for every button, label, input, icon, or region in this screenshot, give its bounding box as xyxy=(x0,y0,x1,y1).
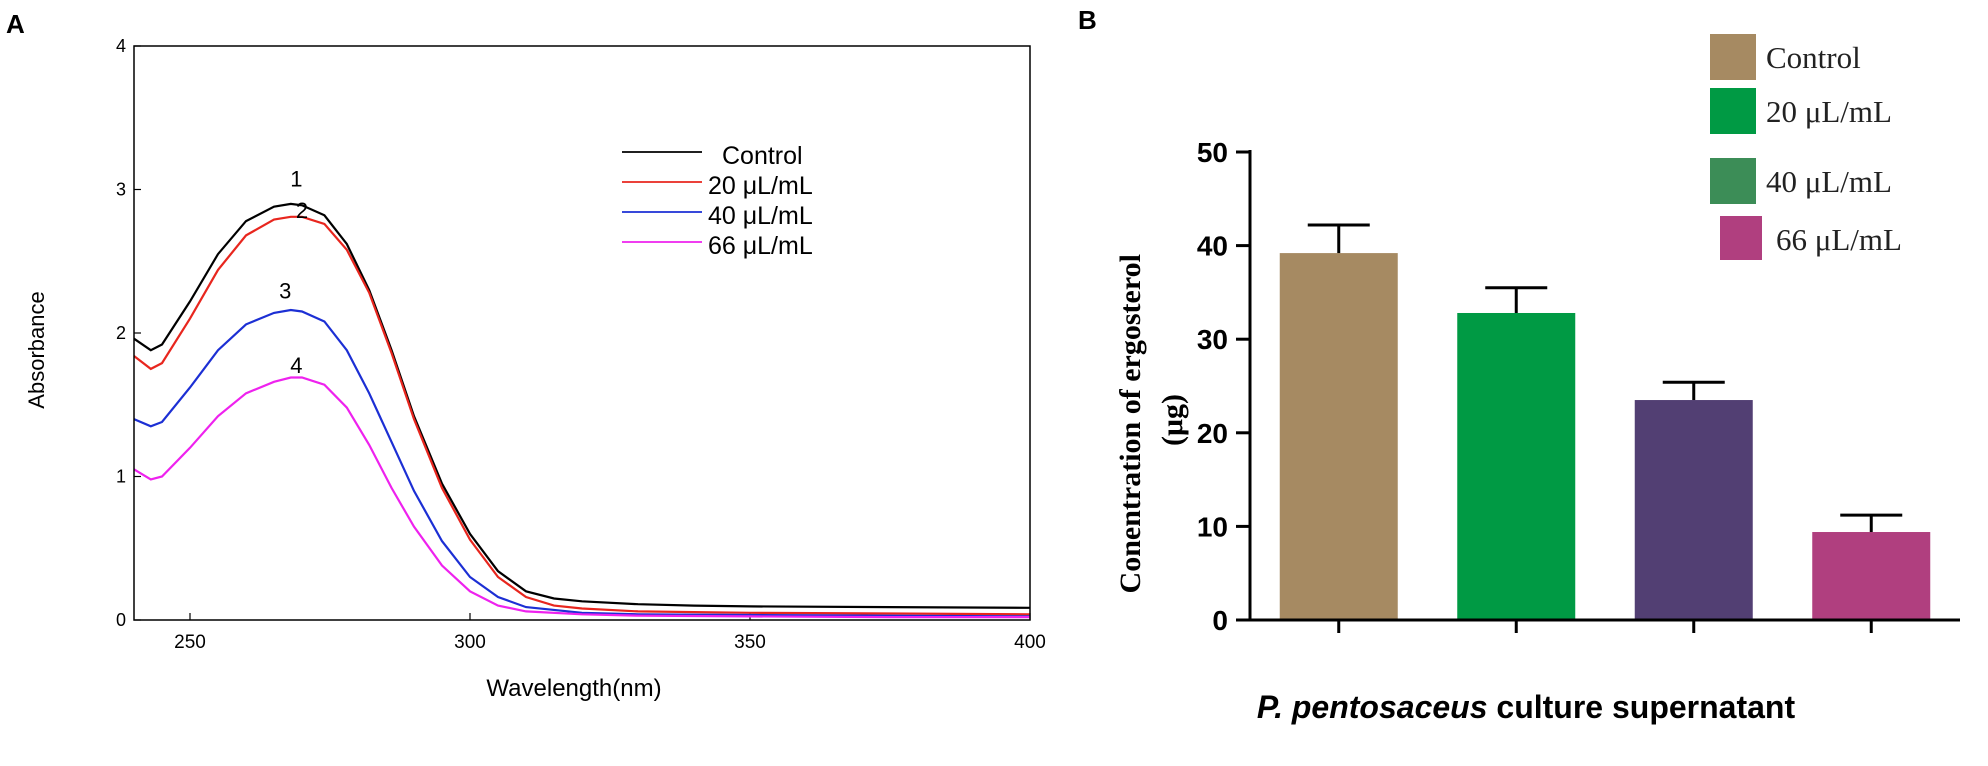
a-series-line-2 xyxy=(133,215,1031,616)
b-legend-label-2: 20 μL/mL xyxy=(1766,94,1892,129)
a-x-axis-ticks: 250 300 350 400 xyxy=(174,613,1046,653)
a-y-axis-ticks: 0 1 2 3 4 xyxy=(116,36,141,630)
a-series-line-4 xyxy=(133,376,1030,619)
a-series-line-3 xyxy=(133,308,1031,618)
b-bar-3 xyxy=(1634,400,1753,620)
a-legend-label-2: 20 μL/mL xyxy=(708,172,813,200)
b-legend: Control 20 μL/mL 40 μL/mL 66 μL/mL xyxy=(1710,34,1902,260)
b-x-axis-title-species: P. pentosaceus xyxy=(1257,689,1488,725)
b-legend-swatch-2 xyxy=(1710,88,1756,134)
b-y-tick-label-2: 20 xyxy=(1197,418,1228,449)
a-peak-labels: 1 2 3 4 xyxy=(279,167,308,379)
a-legend-label-4: 66 μL/mL xyxy=(708,232,813,260)
a-series-lines xyxy=(133,202,1031,619)
panel-a-label: A xyxy=(6,9,25,39)
a-x-tick-label-3: 400 xyxy=(1014,632,1046,653)
b-y-tick-label-1: 10 xyxy=(1197,511,1228,542)
a-y-tick-label-2: 2 xyxy=(116,323,126,343)
a-legend-label-3: 40 μL/mL xyxy=(708,202,813,230)
a-plot-frame xyxy=(133,45,1031,621)
a-x-tick-label-0: 250 xyxy=(174,632,206,653)
b-legend-label-4: 66 μL/mL xyxy=(1776,222,1902,257)
a-peak-label-4: 4 xyxy=(290,353,302,378)
a-y-tick-label-1: 1 xyxy=(116,467,126,487)
a-y-tick-label-3: 3 xyxy=(116,180,126,200)
b-y-axis-title-line2: (μg) xyxy=(1156,394,1189,446)
b-legend-swatch-4 xyxy=(1720,216,1762,260)
a-legend-label-1: Control xyxy=(722,142,803,170)
a-peak-label-2: 2 xyxy=(296,198,308,223)
panel-b-label: B xyxy=(1078,5,1097,35)
a-y-tick-label-0: 0 xyxy=(116,610,126,630)
a-series-line-1 xyxy=(133,202,1031,609)
b-axes xyxy=(1248,150,1960,633)
b-bar-1 xyxy=(1279,253,1398,620)
a-peak-label-1: 1 xyxy=(290,167,302,192)
b-y-tick-label-3: 30 xyxy=(1197,324,1228,355)
a-y-tick-label-4: 4 xyxy=(116,36,126,56)
b-bars xyxy=(1279,253,1931,620)
a-peak-label-3: 3 xyxy=(279,279,291,304)
b-bar-2 xyxy=(1457,312,1576,620)
b-legend-label-1: Control xyxy=(1766,40,1861,75)
b-error-bars xyxy=(1307,223,1903,533)
b-legend-swatch-1 xyxy=(1710,34,1756,80)
b-x-axis-title: P. pentosaceus culture supernatant xyxy=(1257,689,1796,725)
b-y-tick-label-5: 50 xyxy=(1197,137,1228,168)
b-y-tick-label-4: 40 xyxy=(1197,231,1228,262)
b-y-axis-title: Conentration of ergosterol (μg) xyxy=(1114,247,1189,594)
b-legend-label-3: 40 μL/mL xyxy=(1766,164,1892,199)
a-x-axis-title: Wavelength(nm) xyxy=(486,675,661,702)
b-x-axis-title-rest: culture supernatant xyxy=(1488,689,1796,725)
a-y-axis-title: Absorbance xyxy=(24,291,49,408)
ergosterol-bar-chart: 0 10 20 30 40 50 Control 20 μL/mL 40 μL/mL 66 μL… xyxy=(1114,34,1960,725)
b-y-axis-title-line1: Conentration of ergosterol xyxy=(1114,254,1147,593)
a-x-tick-label-2: 350 xyxy=(734,632,766,653)
b-bar-4 xyxy=(1812,532,1931,620)
b-y-axis-ticks: 0 10 20 30 40 50 xyxy=(1197,137,1250,636)
b-y-tick-label-0: 0 xyxy=(1212,605,1228,636)
a-x-tick-label-1: 300 xyxy=(454,632,486,653)
b-legend-swatch-3 xyxy=(1710,158,1756,204)
